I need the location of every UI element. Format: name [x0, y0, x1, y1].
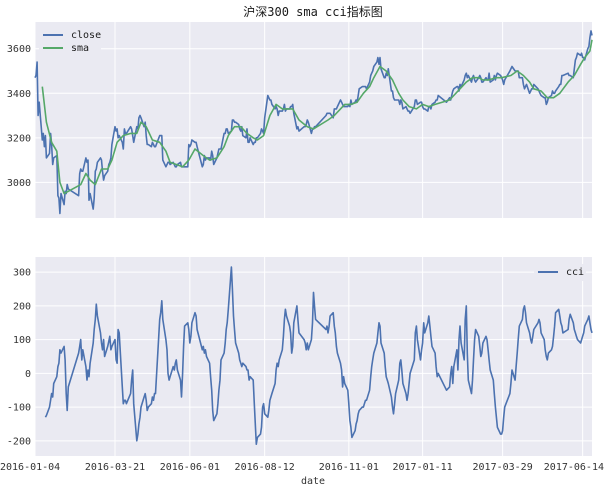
x-axis-label: date	[301, 476, 325, 487]
x-tick-label-2: 2016-06-01	[160, 462, 220, 473]
x-tick-label-4: 2016-11-01	[319, 462, 379, 473]
panel0-y-tick-label-1: 3200	[7, 133, 31, 144]
chart-title: 沪深300 sma cci指标图	[243, 4, 382, 19]
cci-panel: -200 -100 0 100 200 300 2016-01-04 2016-03-21 2…	[0, 257, 604, 487]
panel0-y-tick-label-0: 3000	[7, 178, 31, 189]
panel1-y-tick-label-4: 200	[13, 301, 31, 312]
legend-sma-label: sma	[71, 43, 89, 54]
panel1-y-tick-label-1: -100	[7, 403, 31, 414]
x-tick-label-5: 2017-01-11	[393, 462, 453, 473]
price-plot-area	[35, 22, 592, 218]
price-legend: close sma	[39, 25, 101, 57]
x-tick-label-7: 2017-06-14	[544, 462, 604, 473]
price-panel: 3000 3200 3400 3600 close sma	[7, 22, 593, 218]
legend-cci-label: cci	[566, 267, 584, 278]
cci-legend-box	[534, 264, 586, 281]
panel1-y-tick-label-3: 100	[13, 335, 31, 346]
x-tick-label-6: 2017-03-29	[473, 462, 533, 473]
cci-plot-area	[35, 257, 592, 456]
panel0-y-tick-label-3: 3600	[7, 44, 31, 55]
panel0-y-tick-label-2: 3400	[7, 89, 31, 100]
x-tick-label-3: 2016-08-12	[235, 462, 295, 473]
x-tick-label-0: 2016-01-04	[0, 462, 60, 473]
cci-legend: cci	[534, 264, 586, 281]
legend-close-label: close	[71, 30, 101, 41]
panel1-y-tick-label-5: 300	[13, 268, 31, 279]
panel1-y-tick-label-0: -200	[7, 436, 31, 447]
series-line-cci	[44, 266, 593, 446]
series-line-sma	[41, 39, 593, 195]
panel1-y-tick-label-2: 0	[25, 369, 31, 380]
x-tick-label-1: 2016-03-21	[85, 462, 145, 473]
